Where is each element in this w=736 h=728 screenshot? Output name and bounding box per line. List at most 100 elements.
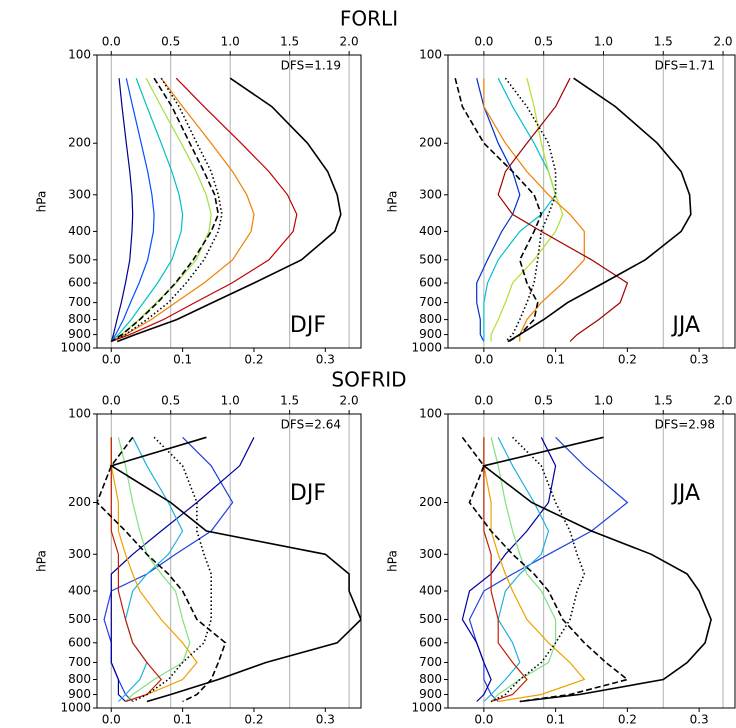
y-tick-label: 1000 <box>60 341 91 355</box>
x2-tick-label: 0.5 <box>161 35 180 49</box>
y-tick-label: 1000 <box>411 341 442 355</box>
profile-line <box>103 436 234 702</box>
profile-line <box>109 436 361 703</box>
y-tick-label: 400 <box>68 224 91 238</box>
x2-tick-label: 2.0 <box>340 35 359 49</box>
x-tick-label: 0.1 <box>173 353 192 367</box>
axes-frame <box>447 413 736 709</box>
y-tick-label: 800 <box>68 312 91 326</box>
x-tick-label: 0.2 <box>618 713 637 727</box>
profile-line <box>461 436 630 703</box>
profile-line <box>490 436 586 703</box>
y-tick-label: 100 <box>419 407 442 421</box>
y-tick-label: 900 <box>419 327 442 341</box>
y-tick-label: 800 <box>68 672 91 686</box>
x2-tick-label: 1.0 <box>221 35 240 49</box>
dfs-annotation: DFS=1.71 <box>655 59 715 73</box>
axes-frame <box>96 413 362 709</box>
profile-line <box>483 78 585 342</box>
x2-tick-label: 2.0 <box>340 394 359 408</box>
y-tick-label: 900 <box>419 687 442 701</box>
profile-line <box>454 78 543 343</box>
x2-tick-label: 2.0 <box>713 35 732 49</box>
x2-tick-label: 1.5 <box>654 35 673 49</box>
season-label: DJF <box>290 313 326 338</box>
x-tick-label: 0.3 <box>690 353 709 367</box>
profile-line <box>504 77 557 343</box>
profile-line <box>97 436 227 703</box>
profile-line <box>476 78 521 342</box>
profile-line <box>483 77 557 342</box>
y-tick-label: 800 <box>419 312 442 326</box>
profile-line <box>110 77 220 343</box>
dfs-annotation: DFS=2.98 <box>655 418 715 432</box>
x-tick-label: 0.2 <box>244 353 263 367</box>
profile-line <box>110 77 184 342</box>
y-tick-label: 500 <box>419 252 442 266</box>
x-tick-label: 0.0 <box>474 353 493 367</box>
y-tick-label: 700 <box>419 295 442 309</box>
y-tick-label: 100 <box>419 48 442 62</box>
x2-tick-label: 1.0 <box>221 394 240 408</box>
x-tick-label: 0.2 <box>618 353 637 367</box>
profile-line <box>483 437 586 703</box>
x-tick-label: 0.0 <box>102 713 121 727</box>
x2-tick-label: 1.0 <box>594 35 613 49</box>
season-label: DJF <box>290 481 326 506</box>
profile-line <box>132 436 212 703</box>
dfs-annotation: DFS=1.19 <box>281 59 341 73</box>
profile-line <box>110 437 255 702</box>
y-tick-label: 500 <box>419 612 442 626</box>
plot-area <box>461 436 712 703</box>
y-tick-label: 700 <box>68 295 91 309</box>
panel-group-title: FORLI <box>340 7 398 31</box>
y-tick-label: 600 <box>68 635 91 649</box>
profile-line <box>117 437 191 702</box>
y-tick-label: 200 <box>68 495 91 509</box>
x2-tick-label: 0.0 <box>474 394 493 408</box>
profile-line <box>117 437 184 702</box>
y-tick-label: 400 <box>419 584 442 598</box>
y-tick-label: 300 <box>419 187 442 201</box>
y-tick-label: 700 <box>68 655 91 669</box>
profile-line <box>110 437 198 703</box>
profile-line <box>482 436 712 703</box>
season-label: JJA <box>670 481 700 506</box>
y-tick-label: 700 <box>419 655 442 669</box>
y-tick-label: 400 <box>68 584 91 598</box>
y-tick-label: 1000 <box>411 701 442 715</box>
profile-line <box>497 77 629 342</box>
x2-tick-label: 0.0 <box>474 35 493 49</box>
y-tick-label: 200 <box>419 495 442 509</box>
x2-tick-label: 1.5 <box>654 394 673 408</box>
y-tick-label: 300 <box>419 547 442 561</box>
y-tick-label: 300 <box>68 547 91 561</box>
plot-area <box>454 77 692 343</box>
x2-tick-label: 0.0 <box>102 35 121 49</box>
x-tick-label: 0.3 <box>690 713 709 727</box>
y-tick-label: 800 <box>419 672 442 686</box>
y-axis-label: hPa <box>35 191 49 213</box>
y-axis-label: hPa <box>35 550 49 572</box>
season-label: JJA <box>670 313 700 338</box>
y-tick-label: 600 <box>419 275 442 289</box>
x2-tick-label: 0.5 <box>534 35 553 49</box>
x-tick-label: 0.3 <box>316 353 335 367</box>
x-tick-label: 0.0 <box>474 713 493 727</box>
profile-line <box>116 77 342 343</box>
panel-group-title: SOFRID <box>331 368 406 392</box>
y-tick-label: 900 <box>68 687 91 701</box>
y-axis-label: hPa <box>386 550 400 572</box>
plot-area <box>97 436 361 703</box>
x-tick-label: 0.1 <box>173 713 192 727</box>
y-tick-label: 500 <box>68 252 91 266</box>
y-tick-label: 900 <box>68 327 91 341</box>
profile-line <box>461 437 557 702</box>
x2-tick-label: 2.0 <box>713 394 732 408</box>
x-tick-label: 0.0 <box>102 353 121 367</box>
x-tick-label: 0.1 <box>546 353 565 367</box>
y-tick-label: 100 <box>68 407 91 421</box>
profile-line <box>110 78 134 342</box>
x2-tick-label: 1.0 <box>594 394 613 408</box>
